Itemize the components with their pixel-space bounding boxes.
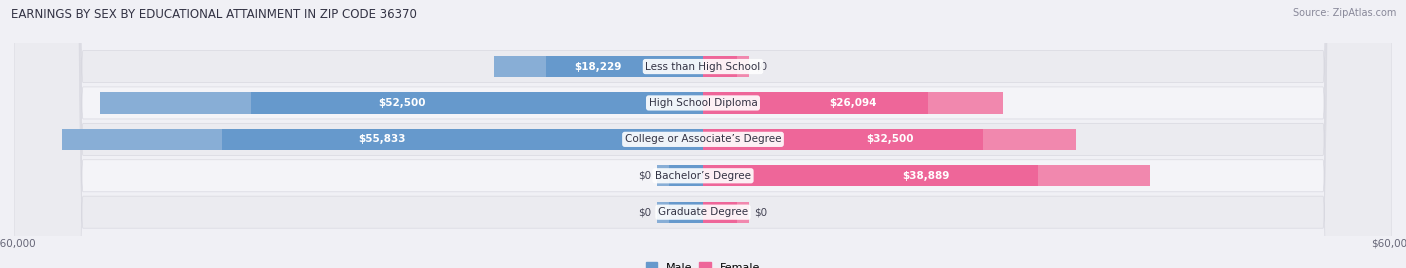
Bar <box>657 202 669 223</box>
Text: High School Diploma: High School Diploma <box>648 98 758 108</box>
FancyBboxPatch shape <box>14 0 1392 268</box>
Bar <box>657 202 703 223</box>
FancyBboxPatch shape <box>14 0 1392 268</box>
Text: $0: $0 <box>638 171 651 181</box>
Bar <box>983 129 1076 150</box>
Bar <box>703 92 1002 114</box>
Text: Bachelor’s Degree: Bachelor’s Degree <box>655 171 751 181</box>
Text: College or Associate’s Degree: College or Associate’s Degree <box>624 134 782 144</box>
Bar <box>657 165 669 186</box>
Text: $0: $0 <box>638 207 651 217</box>
Text: $52,500: $52,500 <box>378 98 426 108</box>
Bar <box>494 56 546 77</box>
Text: $55,833: $55,833 <box>359 134 406 144</box>
Text: $0: $0 <box>755 62 768 72</box>
Bar <box>703 165 1150 186</box>
Text: $38,889: $38,889 <box>903 171 950 181</box>
Text: Graduate Degree: Graduate Degree <box>658 207 748 217</box>
Bar <box>494 56 703 77</box>
Text: $0: $0 <box>755 207 768 217</box>
Bar <box>100 92 703 114</box>
Text: EARNINGS BY SEX BY EDUCATIONAL ATTAINMENT IN ZIP CODE 36370: EARNINGS BY SEX BY EDUCATIONAL ATTAINMEN… <box>11 8 418 21</box>
Bar <box>657 165 703 186</box>
Text: $32,500: $32,500 <box>866 134 914 144</box>
Bar <box>738 202 749 223</box>
Bar <box>100 92 250 114</box>
Bar <box>703 129 1076 150</box>
Text: $26,094: $26,094 <box>830 98 876 108</box>
FancyBboxPatch shape <box>14 0 1392 268</box>
Bar <box>703 202 749 223</box>
Text: Less than High School: Less than High School <box>645 62 761 72</box>
Legend: Male, Female: Male, Female <box>647 262 759 268</box>
Bar <box>928 92 1002 114</box>
Bar <box>1038 165 1150 186</box>
Text: $18,229: $18,229 <box>575 62 621 72</box>
Bar <box>62 129 703 150</box>
FancyBboxPatch shape <box>14 0 1392 268</box>
Bar <box>62 129 222 150</box>
FancyBboxPatch shape <box>14 0 1392 268</box>
Bar <box>703 56 749 77</box>
Bar <box>738 56 749 77</box>
Text: Source: ZipAtlas.com: Source: ZipAtlas.com <box>1292 8 1396 18</box>
